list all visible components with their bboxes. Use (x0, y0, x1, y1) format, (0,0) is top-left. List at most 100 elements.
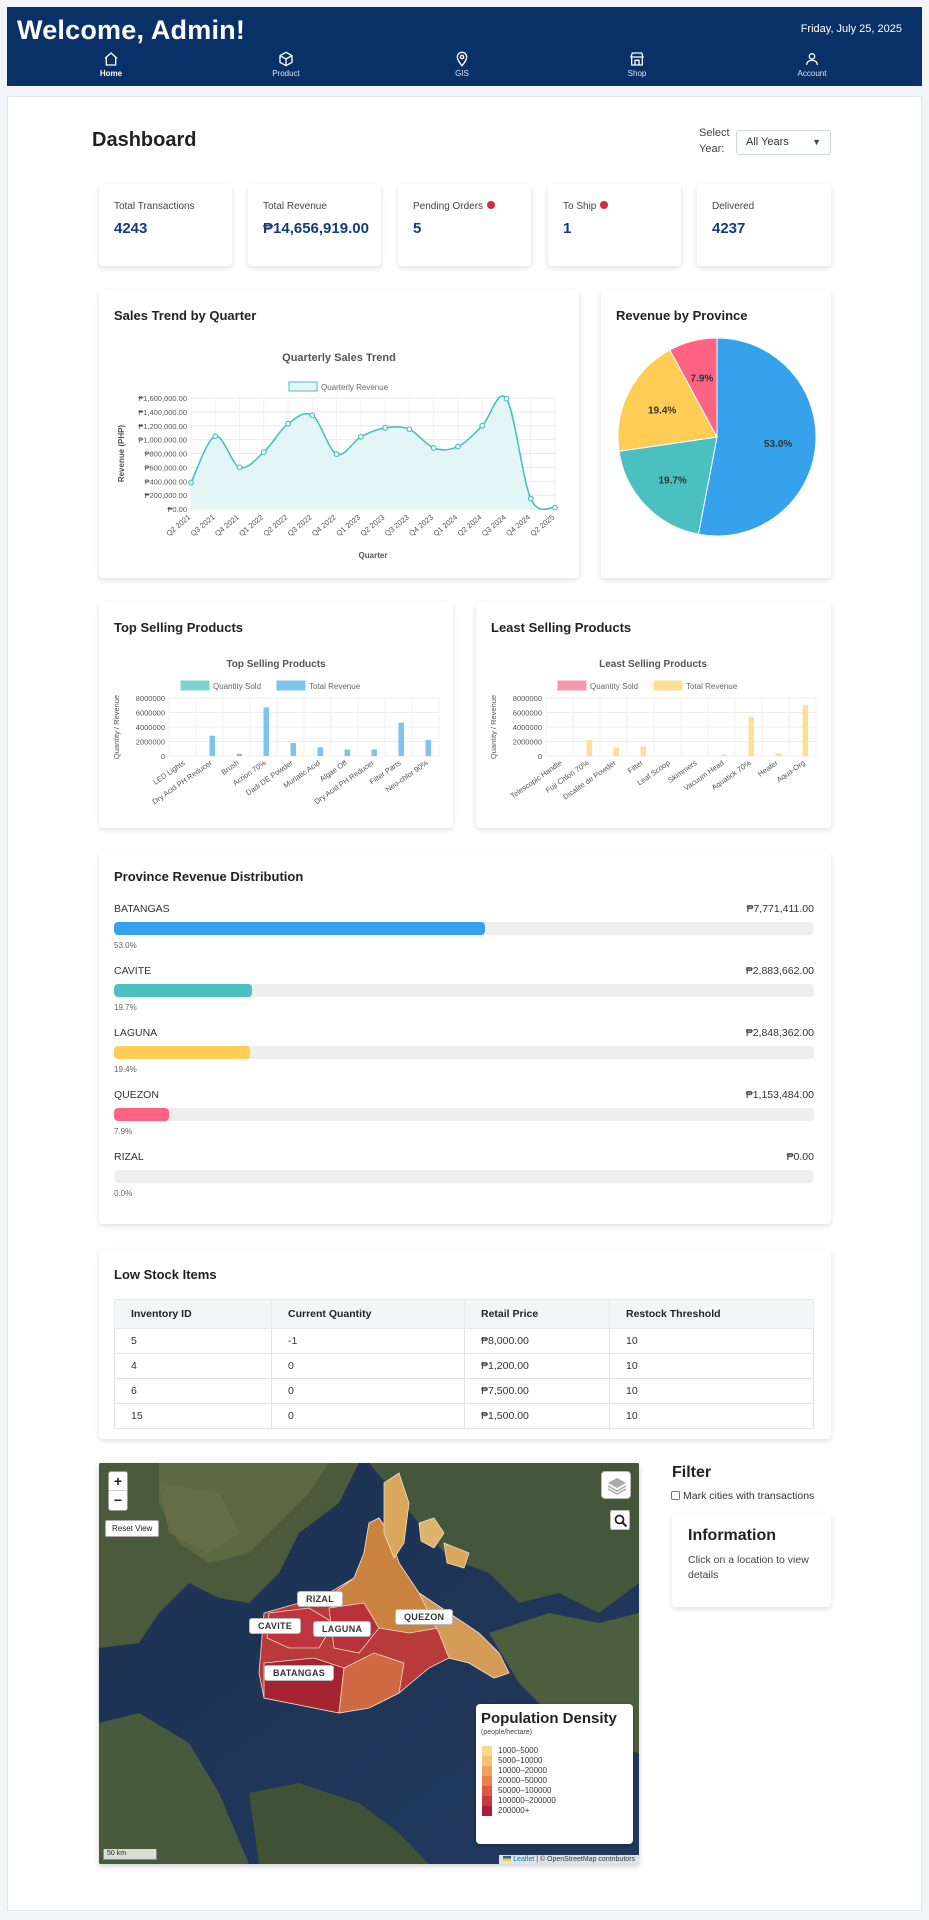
year-select-value: All Years (746, 136, 789, 148)
filter-title: Filter (672, 1464, 712, 1481)
table-cell: ₱1,200.00 (464, 1353, 610, 1379)
bar (344, 749, 350, 756)
progress-fill (114, 922, 485, 935)
progress-track (114, 922, 814, 935)
nav-gis[interactable]: GIS (417, 49, 507, 78)
checkbox-box[interactable] (671, 1491, 680, 1500)
chart-title: Quarterly Sales Trend (282, 352, 396, 364)
legend-label: Quantity Sold (590, 682, 638, 691)
chart-title: Top Selling Products (226, 659, 326, 670)
y-tick-label: 8000000 (513, 694, 542, 703)
x-tick-label: Q1 2022 (237, 513, 265, 538)
nav-home[interactable]: Home (66, 49, 156, 78)
bar (775, 753, 781, 756)
y-tick-label: ₱800,000.00 (144, 450, 187, 459)
province-revenue: ₱2,848,362.00 (745, 1027, 814, 1039)
table-cell: 10 (609, 1328, 814, 1354)
progress-track (114, 984, 814, 997)
y-tick-label: ₱0.00 (167, 505, 187, 514)
nav-home-label: Home (99, 69, 123, 78)
current-date: Friday, July 25, 2025 (800, 23, 902, 35)
stat-label-text: Pending Orders (413, 201, 484, 212)
y-tick-label: 6000000 (513, 709, 542, 718)
column-header: Current Quantity (271, 1299, 465, 1329)
area-fill (191, 395, 555, 510)
leaflet-link[interactable]: Leaflet (513, 1856, 535, 1863)
stat-value: 4243 (114, 220, 148, 237)
bar (802, 705, 808, 756)
x-tick-label: Q1 2023 (334, 513, 362, 538)
top-selling-card: Top Selling Products Top Selling Product… (99, 602, 453, 828)
chart-legend: Quantity Sold Total Revenue (557, 680, 738, 691)
legend-swatch (180, 680, 210, 691)
legend-label: Quantity Sold (213, 682, 261, 691)
province-percent: 7.9% (114, 1127, 133, 1136)
bar (640, 746, 646, 756)
legend-label: 10000–20000 (498, 1766, 547, 1775)
map-scale: 50 km (103, 1849, 157, 1860)
stat-label: To Ship (563, 201, 609, 212)
search-icon (614, 1514, 628, 1528)
least-selling-chart: Least Selling Products Quantity Sold Tota… (489, 659, 817, 802)
x-tick-label: Q4 2022 (310, 513, 338, 538)
nav-shop[interactable]: Shop (592, 49, 682, 78)
data-point (285, 420, 291, 427)
legend-label: Total Revenue (309, 682, 361, 691)
legend-swatch (276, 680, 306, 691)
bar (613, 747, 619, 756)
quarterly-sales-chart: Quarterly Sales Trend Quarterly Revenue ₱… (117, 352, 558, 560)
nav-account[interactable]: Account (767, 49, 857, 78)
mark-cities-checkbox[interactable]: Mark cities with transactions (671, 1490, 814, 1502)
progress-track (114, 1108, 814, 1121)
province-name: RIZAL (114, 1151, 144, 1163)
flag-icon (503, 1856, 512, 1861)
data-point (479, 422, 486, 429)
pie-label: 7.9% (691, 374, 714, 385)
map-label-cavite[interactable]: CAVITE (249, 1618, 302, 1634)
legend-swatch (482, 1806, 492, 1816)
bar (586, 740, 592, 756)
table-cell: 10 (609, 1403, 814, 1429)
y-axis-label: Revenue (PHP) (117, 424, 126, 482)
table-cell: 0 (271, 1403, 465, 1429)
map-label-laguna[interactable]: LAGUNA (313, 1621, 372, 1637)
progress-fill (114, 1108, 170, 1121)
data-point (333, 451, 340, 458)
zoom-in-button[interactable]: + (109, 1472, 127, 1491)
alert-dot-icon (487, 201, 496, 209)
map-label-rizal[interactable]: RIZAL (297, 1591, 343, 1607)
zoom-out-button[interactable]: − (113, 1492, 123, 1508)
bar (290, 742, 296, 756)
map-search-button[interactable] (610, 1510, 630, 1530)
stat-value: ₱14,656,919.00 (263, 220, 369, 237)
map-label-batangas[interactable]: BATANGAS (264, 1665, 335, 1681)
main-nav: Home Product GIS Shop Account (7, 49, 922, 86)
data-point (357, 433, 364, 440)
legend-swatch (482, 1776, 492, 1786)
gis-map[interactable]: + − Reset View RIZAL CAVITE LAGUNA QUEZO… (99, 1463, 639, 1864)
y-tick-label: ₱200,000.00 (144, 491, 187, 500)
nav-gis-label: GIS (455, 69, 469, 78)
nav-product[interactable]: Product (241, 49, 331, 78)
reset-view-button[interactable]: Reset View (105, 1520, 160, 1537)
card-title: Province Revenue Distribution (114, 869, 304, 884)
stat-card-total-revenue: Total Revenue ₱14,656,919.00 (248, 184, 381, 266)
layers-button[interactable] (601, 1471, 631, 1499)
year-label: Select Year: (699, 127, 730, 155)
stat-label: Total Transactions (114, 201, 195, 212)
information-panel: Information Click on a location to view … (672, 1513, 831, 1607)
province-name: BATANGAS (114, 903, 170, 915)
map-label-quezon[interactable]: QUEZON (395, 1609, 454, 1625)
legend-swatch (482, 1786, 492, 1796)
x-tick-label: Q1 2024 (431, 513, 459, 538)
x-tick-label: Q4 2023 (407, 513, 435, 538)
data-point (455, 443, 461, 450)
y-axis-label: Quantity / Revenue (112, 695, 121, 759)
year-select[interactable]: All Years ▼ (736, 130, 831, 155)
bar (425, 740, 431, 756)
x-tick-label: Q3 2022 (286, 513, 314, 538)
stat-label: Total Revenue (263, 201, 327, 212)
column-header: Inventory ID (114, 1299, 272, 1329)
y-axis-label: Quantity / Revenue (489, 695, 498, 759)
province-distribution-card: Province Revenue Distribution BATANGAS ₱7… (99, 851, 831, 1224)
